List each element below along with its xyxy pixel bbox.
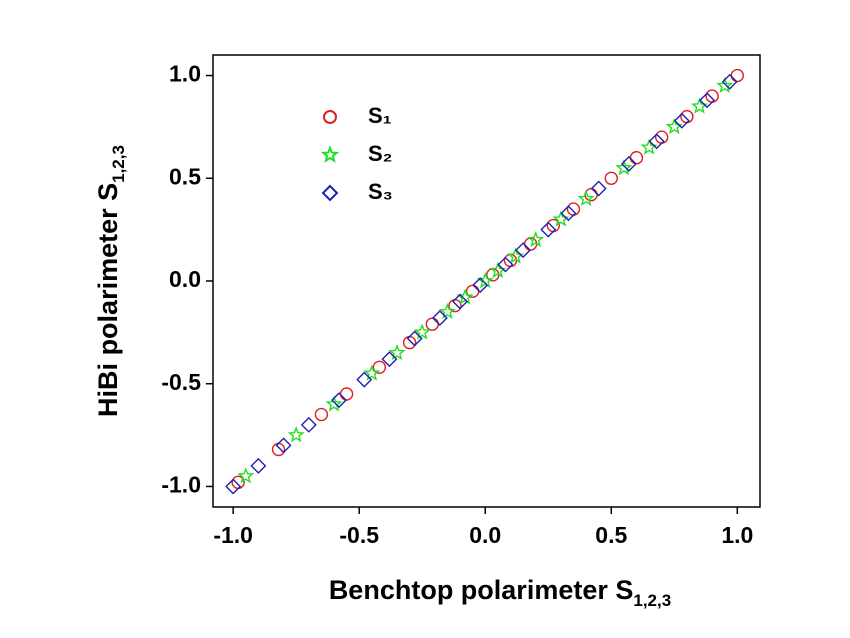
x-axis-label: Benchtop polarimeter S1,2,3 (329, 575, 671, 610)
legend-marker (321, 184, 339, 202)
star-marker (690, 97, 709, 114)
diamond-marker (331, 392, 348, 409)
star-marker (615, 159, 633, 176)
y-tick-label: -1.0 (161, 472, 201, 498)
diamond-marker (497, 256, 514, 273)
y-tick-label: -0.5 (161, 369, 201, 395)
y-axis-label: HiBi polarimeter S1,2,3 (93, 145, 128, 417)
diamond-marker (275, 437, 292, 454)
circle-marker (604, 171, 618, 185)
circle-marker (314, 407, 329, 422)
diamond-marker (356, 371, 373, 388)
star-marker (506, 247, 525, 264)
diamond-marker (699, 92, 716, 109)
star-marker (665, 117, 683, 135)
diamond-marker (431, 309, 448, 326)
star-marker (363, 364, 381, 381)
star-marker (577, 189, 595, 207)
y-tick-label: 0.5 (169, 163, 201, 189)
diamond-marker (673, 112, 690, 129)
x-label-subscript: 1,2,3 (633, 591, 671, 610)
star-marker (476, 272, 494, 289)
diamond-marker (225, 478, 242, 495)
diamond-marker (381, 351, 398, 368)
circle-marker (654, 130, 669, 144)
circle-marker (566, 202, 581, 216)
diamond-marker (515, 242, 532, 259)
star-marker (640, 138, 658, 155)
star-marker (287, 426, 305, 443)
y-tick-label: 0.0 (169, 266, 201, 292)
diamond-marker (406, 330, 423, 347)
star-marker (552, 210, 570, 227)
legend-marker (323, 110, 337, 124)
star-marker (456, 288, 474, 305)
legend-label: S₂ (368, 141, 392, 166)
circle-marker (705, 89, 719, 103)
star-marker (527, 230, 545, 248)
diamond-marker (721, 73, 738, 90)
circle-marker (730, 68, 745, 83)
circle-marker (271, 442, 286, 457)
y-label-subscript: 1,2,3 (109, 145, 128, 183)
circle-marker (629, 151, 644, 165)
x-tick-label: 1.0 (721, 522, 753, 548)
legend-label: S₃ (368, 179, 393, 204)
diamond-marker (620, 155, 637, 172)
diamond-marker (472, 277, 489, 294)
diamond-marker (648, 133, 665, 150)
star-marker (489, 261, 507, 278)
circle-marker (339, 387, 354, 401)
star-marker (413, 323, 431, 340)
star-marker (438, 302, 456, 320)
legend-marker (320, 145, 340, 163)
y-tick-label: 1.0 (169, 61, 201, 87)
x-tick-label: -1.0 (213, 522, 253, 548)
star-marker (237, 467, 255, 484)
circle-marker (680, 109, 694, 124)
y-label-text: HiBi polarimeter S (93, 183, 123, 417)
x-tick-label: 0.5 (595, 522, 627, 548)
circle-marker (372, 360, 387, 374)
x-tick-label: -0.5 (339, 522, 379, 548)
x-tick-label: 0.0 (469, 522, 501, 548)
diamond-marker (560, 205, 577, 222)
x-label-text: Benchtop polarimeter S (329, 575, 634, 605)
circle-marker (402, 335, 417, 350)
star-marker (716, 76, 734, 94)
diamond-marker (590, 180, 607, 197)
diamond-marker (452, 293, 469, 310)
diamond-marker (250, 457, 267, 474)
diamond-marker (540, 221, 557, 238)
star-marker (388, 343, 406, 361)
star-marker (325, 395, 343, 412)
circle-marker (425, 317, 440, 331)
diamond-marker (300, 416, 317, 433)
legend-label: S₁ (368, 103, 392, 128)
